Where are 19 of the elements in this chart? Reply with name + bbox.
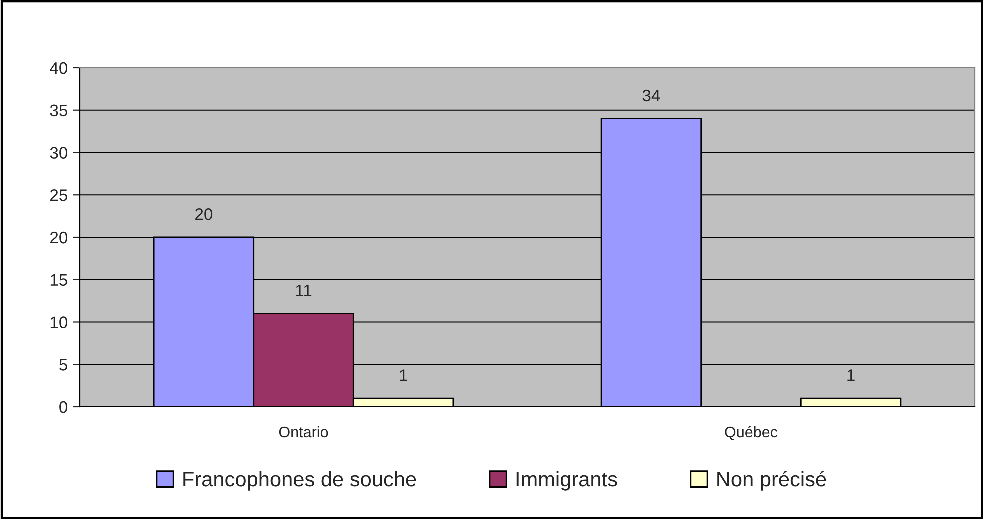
y-tick-label: 25 bbox=[50, 190, 68, 202]
y-tick-label: 35 bbox=[50, 104, 68, 117]
data-label: 34 bbox=[642, 90, 660, 102]
data-label: 1 bbox=[400, 370, 408, 382]
y-tick-label: 30 bbox=[50, 147, 68, 159]
data-label: 1 bbox=[848, 370, 855, 382]
legend-label: Immigrants bbox=[516, 471, 618, 491]
data-label: 11 bbox=[296, 284, 312, 296]
y-tick-label: 0 bbox=[60, 401, 68, 414]
x-tick-label: Québec bbox=[725, 426, 778, 440]
y-tick-label: 20 bbox=[50, 232, 68, 244]
y-tick-label: 5 bbox=[60, 359, 68, 371]
legend-label: Francophones de souche bbox=[184, 471, 416, 491]
y-tick-label: 15 bbox=[50, 274, 68, 286]
y-tick-label: 10 bbox=[50, 316, 68, 328]
legend-label: Non précisé bbox=[718, 471, 826, 491]
x-tick-label: Ontario bbox=[279, 426, 328, 438]
y-tick-label: 40 bbox=[50, 62, 68, 74]
data-label: 20 bbox=[196, 208, 213, 220]
